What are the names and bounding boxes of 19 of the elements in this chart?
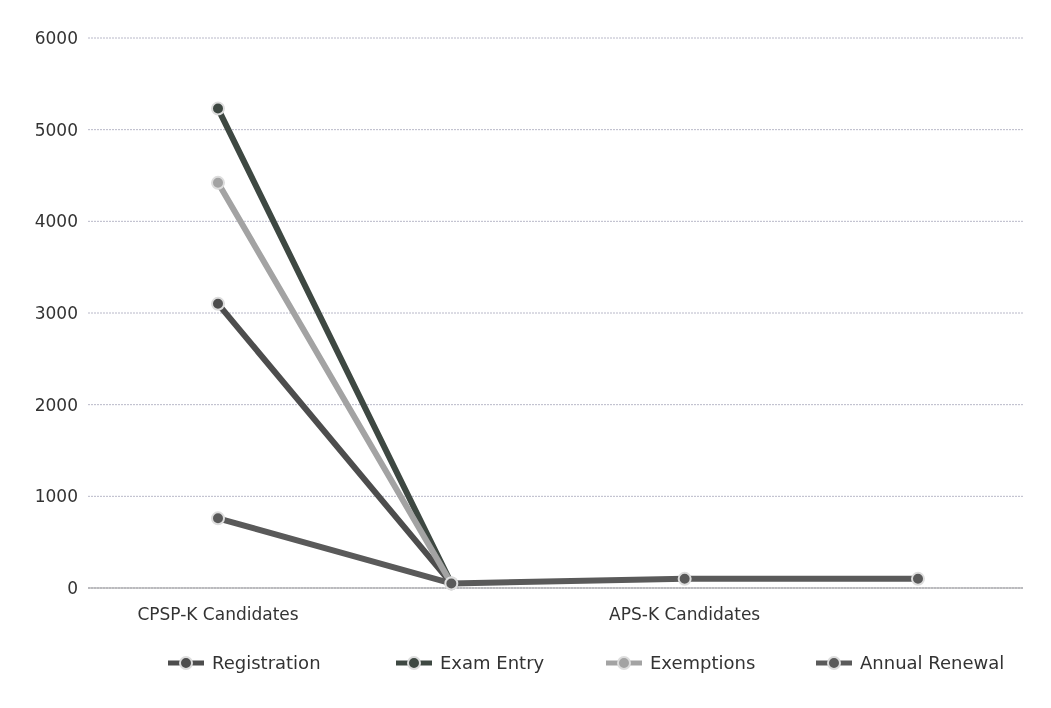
y-tick-label: 5000 <box>34 119 78 140</box>
y-tick-label: 0 <box>67 578 78 598</box>
y-tick-label: 1000 <box>34 486 78 507</box>
point <box>211 511 225 526</box>
point <box>211 101 225 116</box>
legend-label: Registration <box>212 652 321 673</box>
x-tick-label: CPSP-K Candidates <box>137 604 299 624</box>
legend-label: Annual Renewal <box>860 652 1005 673</box>
y-tick-label: 3000 <box>34 303 78 323</box>
point <box>677 571 692 586</box>
y-tick-label: 4000 <box>34 211 78 232</box>
y-tick-label: 2000 <box>34 394 78 415</box>
x-tick-label: APS-K Candidates <box>609 604 761 624</box>
legend-label: Exemptions <box>650 652 756 673</box>
y-tick-label: 6000 <box>34 28 78 48</box>
legend-label: Exam Entry <box>440 652 545 673</box>
point <box>911 571 925 586</box>
point <box>211 175 225 190</box>
point <box>211 296 225 311</box>
